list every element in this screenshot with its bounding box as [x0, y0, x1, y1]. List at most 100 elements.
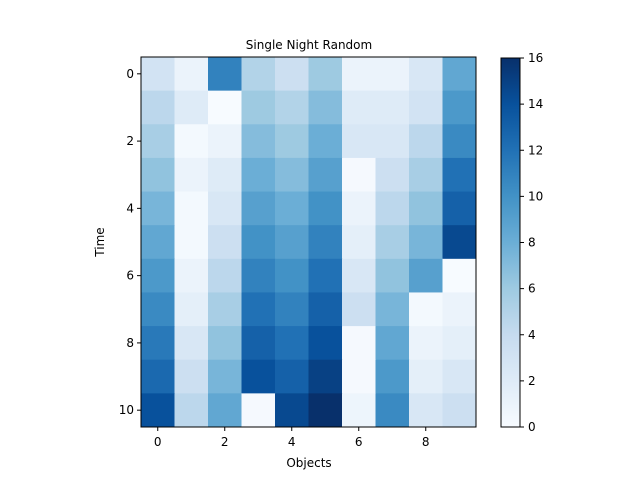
- heatmap-cell: [141, 57, 175, 92]
- heatmap-cell: [141, 157, 175, 193]
- heatmap-cell: [275, 225, 309, 260]
- heatmap-cell: [342, 326, 376, 361]
- heatmap-cell: [208, 90, 242, 125]
- heatmap-cell: [241, 57, 276, 92]
- heatmap-cell: [241, 258, 276, 293]
- heatmap-cell: [409, 393, 443, 428]
- heatmap-cell: [409, 292, 443, 327]
- heatmap-cell: [174, 124, 209, 159]
- heatmap-cell: [409, 90, 443, 125]
- heatmap-cell: [308, 90, 343, 125]
- heatmap-cell: [308, 157, 343, 193]
- heatmap-cell: [241, 359, 276, 394]
- y-tick-label: 0: [126, 67, 134, 81]
- heatmap-cell: [375, 225, 410, 260]
- heatmap-cell: [342, 393, 376, 428]
- heatmap-cells: [141, 57, 477, 428]
- heatmap-cell: [342, 157, 376, 193]
- heatmap-cell: [375, 292, 410, 327]
- heatmap-cell: [208, 57, 242, 92]
- x-axis: 0 2 4 6 8: [154, 427, 430, 449]
- heatmap-cell: [174, 292, 209, 327]
- x-tick-label: 0: [154, 435, 162, 449]
- heatmap-cell: [308, 191, 343, 226]
- y-axis: 0 2 4 6 8 10: [119, 67, 141, 417]
- heatmap-cell: [141, 292, 175, 327]
- y-tick-label: 4: [126, 201, 134, 215]
- heatmap-cell: [208, 393, 242, 428]
- heatmap-cell: [442, 57, 477, 92]
- heatmap-cell: [141, 124, 175, 159]
- heatmap-cell: [442, 90, 477, 125]
- heatmap-cell: [275, 359, 309, 394]
- heatmap-cell: [208, 225, 242, 260]
- heatmap-cell: [442, 191, 477, 226]
- heatmap-cell: [141, 393, 175, 428]
- heatmap-cell: [208, 359, 242, 394]
- heatmap-cell: [275, 326, 309, 361]
- heatmap-cell: [141, 191, 175, 226]
- heatmap-cell: [308, 225, 343, 260]
- heatmap-cell: [174, 57, 209, 92]
- y-axis-label: Time: [93, 227, 107, 257]
- heatmap-cell: [174, 326, 209, 361]
- heatmap-cell: [308, 393, 343, 428]
- heatmap-cell: [174, 90, 209, 125]
- chart-title: Single Night Random: [246, 38, 372, 52]
- heatmap-cell: [241, 124, 276, 159]
- heatmap-cell: [342, 57, 376, 92]
- x-tick-label: 4: [288, 435, 296, 449]
- heatmap-cell: [308, 326, 343, 361]
- x-tick-label: 8: [422, 435, 430, 449]
- colorbar-tick-label: 8: [528, 236, 536, 250]
- heatmap-cell: [241, 326, 276, 361]
- heatmap-cell: [442, 258, 477, 293]
- heatmap-cell: [375, 258, 410, 293]
- heatmap-cell: [208, 326, 242, 361]
- heatmap-cell: [174, 191, 209, 226]
- heatmap-cell: [375, 124, 410, 159]
- heatmap-cell: [275, 90, 309, 125]
- heatmap-cell: [442, 292, 477, 327]
- heatmap-cell: [342, 124, 376, 159]
- heatmap-cell: [375, 191, 410, 226]
- y-tick-label: 2: [126, 134, 134, 148]
- colorbar-axis: 0 2 4 6 8 10 12 14 16: [520, 51, 543, 434]
- heatmap-cell: [141, 326, 175, 361]
- heatmap-cell: [241, 225, 276, 260]
- heatmap-cell: [308, 258, 343, 293]
- heatmap-cell: [442, 225, 477, 260]
- colorbar-tick-label: 10: [528, 189, 543, 203]
- heatmap-cell: [241, 157, 276, 193]
- x-tick-label: 6: [355, 435, 363, 449]
- heatmap-cell: [174, 225, 209, 260]
- heatmap-cell: [141, 225, 175, 260]
- colorbar-tick-label: 6: [528, 282, 536, 296]
- heatmap-cell: [375, 393, 410, 428]
- heatmap-cell: [174, 393, 209, 428]
- heatmap-cell: [308, 57, 343, 92]
- heatmap-cell: [375, 359, 410, 394]
- heatmap-cell: [342, 292, 376, 327]
- heatmap-cell: [342, 258, 376, 293]
- heatmap-cell: [208, 292, 242, 327]
- heatmap-cell: [275, 393, 309, 428]
- heatmap-cell: [241, 292, 276, 327]
- y-tick-label: 10: [119, 403, 134, 417]
- heatmap-cell: [141, 90, 175, 125]
- heatmap-cell: [442, 124, 477, 159]
- heatmap-cell: [241, 90, 276, 125]
- colorbar-tick-label: 12: [528, 143, 543, 157]
- colorbar-tick-label: 0: [528, 420, 536, 434]
- heatmap-cell: [275, 258, 309, 293]
- heatmap-cell: [442, 157, 477, 193]
- heatmap-cell: [442, 359, 477, 394]
- heatmap-cell: [275, 157, 309, 193]
- heatmap-cell: [241, 393, 276, 428]
- heatmap-cell: [442, 393, 477, 428]
- heatmap-cell: [275, 124, 309, 159]
- heatmap-cell: [409, 258, 443, 293]
- x-tick-label: 2: [221, 435, 229, 449]
- heatmap-cell: [208, 157, 242, 193]
